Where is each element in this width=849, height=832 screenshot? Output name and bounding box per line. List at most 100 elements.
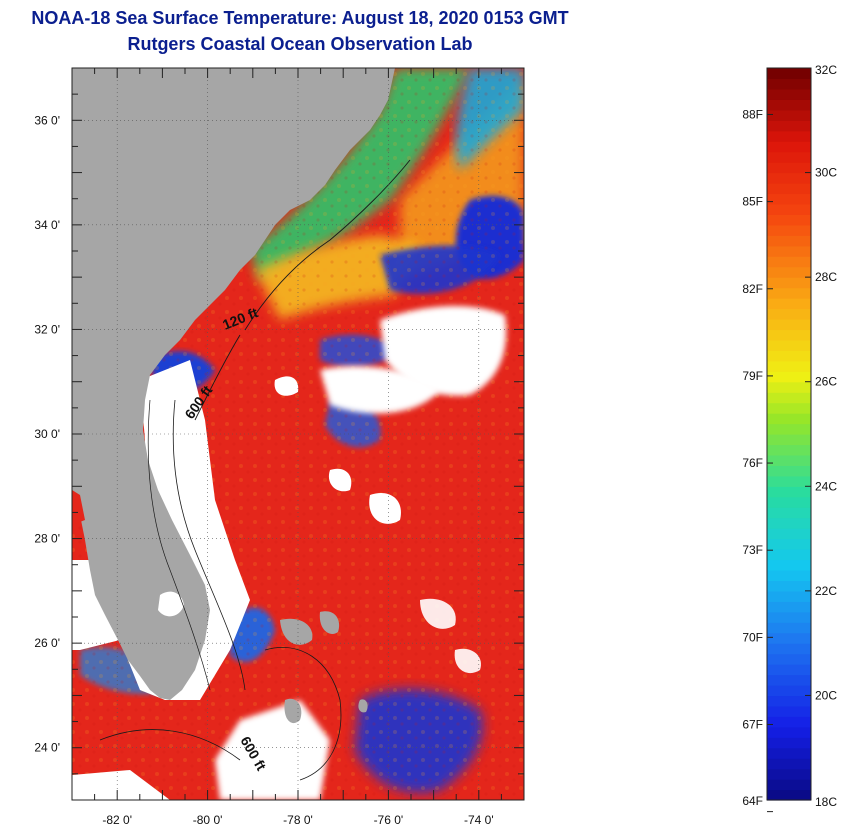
colorbar-band xyxy=(767,151,811,163)
map-title: NOAA-18 Sea Surface Temperature: August … xyxy=(31,8,569,28)
lon-tick-label: -80 0' xyxy=(193,813,223,827)
colorbar-band xyxy=(767,371,811,383)
colorbar-band xyxy=(767,632,811,644)
colorbar-band xyxy=(767,653,811,665)
colorbar-fahrenheit-label: 76F xyxy=(742,456,763,470)
colorbar-fahrenheit-label: 67F xyxy=(742,717,763,731)
colorbar-band xyxy=(767,298,811,310)
colorbar-fahrenheit-label: 64F xyxy=(742,794,763,808)
lon-tick-label: -76 0' xyxy=(374,813,404,827)
gulf-water xyxy=(72,490,85,525)
colorbar-band xyxy=(767,465,811,477)
colorbar-celsius-label: 22C xyxy=(815,584,837,598)
colorbar-band xyxy=(767,538,811,550)
colorbar-band xyxy=(767,684,811,697)
colorbar-band xyxy=(767,590,811,602)
colorbar-band xyxy=(767,444,811,456)
colorbar-band xyxy=(767,716,811,728)
colorbar-band xyxy=(767,68,811,80)
colorbar-band xyxy=(767,360,811,372)
map-area xyxy=(72,68,524,800)
lon-tick-label: -82 0' xyxy=(102,813,132,827)
cloud-patch xyxy=(454,648,481,674)
contour-line xyxy=(99,729,241,761)
colorbar-band xyxy=(767,245,811,257)
land-bahamas xyxy=(319,611,340,634)
colorbar-celsius-label: 20C xyxy=(815,688,837,702)
colorbar-celsius-label: 26C xyxy=(815,375,837,389)
longitude-labels: -82 0' -80 0' -78 0' -76 0' -74 0' xyxy=(102,813,493,827)
colorbar-band xyxy=(767,308,811,320)
colorbar-band xyxy=(767,517,811,529)
lat-tick-label: 36 0' xyxy=(34,113,60,127)
cloud-patch xyxy=(328,468,352,492)
colorbar-band xyxy=(767,611,811,623)
colorbar-band xyxy=(767,580,811,592)
colorbar-band xyxy=(767,559,811,571)
colorbar-band xyxy=(767,214,811,226)
colorbar-band xyxy=(767,235,811,247)
contour-line xyxy=(147,399,211,691)
colorbar-band xyxy=(767,569,811,581)
lat-tick-label: 34 0' xyxy=(34,218,60,232)
colorbar-band xyxy=(767,350,811,362)
lon-tick-label: -74 0' xyxy=(464,813,494,827)
cloud-patch xyxy=(369,492,401,524)
colorbar-band xyxy=(767,789,811,801)
colorbar-band xyxy=(767,779,811,791)
colorbar-band xyxy=(767,768,811,780)
colorbar-band xyxy=(767,183,811,195)
colorbar-band xyxy=(767,549,811,561)
colorbar-band xyxy=(767,601,811,613)
colorbar-band xyxy=(767,434,811,446)
cloud-patch xyxy=(320,366,440,414)
colorbar-band xyxy=(767,486,811,498)
colorbar-band xyxy=(767,287,811,299)
colorbar-band xyxy=(767,99,811,111)
lat-tick-label: 24 0' xyxy=(34,741,60,755)
cloud-patch xyxy=(380,305,507,396)
colorbar-band xyxy=(767,277,811,289)
colorbar-band xyxy=(767,318,811,331)
colorbar-band xyxy=(767,130,811,142)
lat-tick-label: 32 0' xyxy=(34,322,60,336)
colorbar-band xyxy=(767,162,811,174)
colorbar-band xyxy=(767,758,811,770)
colorbar-fahrenheit-label: 79F xyxy=(742,369,763,383)
colorbar-frame xyxy=(766,67,812,801)
colorbar-celsius-label: 24C xyxy=(815,479,837,493)
colorbar-band xyxy=(767,528,811,540)
colorbar-band xyxy=(767,329,811,341)
colorbar-band xyxy=(767,88,811,100)
colorbar-band xyxy=(767,193,811,205)
colorbar-band xyxy=(767,381,811,393)
map-subtitle: Rutgers Coastal Ocean Observation Lab xyxy=(127,34,473,54)
colorbar-fahrenheit-label: 70F xyxy=(742,630,763,644)
cloud-patch xyxy=(420,598,456,629)
colorbar-band xyxy=(767,674,811,686)
colorbar-fahrenheit-label: 73F xyxy=(742,543,763,557)
colorbar-band xyxy=(767,507,811,519)
colorbar: 32C 30C 28C 26C 24C 22C 20C 18C 88F 85F 82F 79F 76F… xyxy=(742,63,837,813)
colorbar-band xyxy=(767,392,811,404)
colorbar-band xyxy=(767,339,811,351)
lat-tick-label: 30 0' xyxy=(34,427,60,441)
contour-line xyxy=(244,159,411,331)
colorbar-celsius-label: 18C xyxy=(815,795,837,809)
colorbar-band xyxy=(767,622,811,634)
colorbar-band xyxy=(767,454,811,466)
colorbar-celsius-label: 32C xyxy=(815,63,837,77)
colorbar-band xyxy=(767,496,811,508)
colorbar-band xyxy=(767,737,811,749)
lon-tick-label: -78 0' xyxy=(283,813,313,827)
colorbar-band xyxy=(767,203,811,215)
land-bahamas xyxy=(280,618,313,645)
lake-okeechobee xyxy=(158,591,184,617)
colorbar-band xyxy=(767,705,811,717)
axis-ticks xyxy=(71,67,525,801)
colorbar-band xyxy=(767,402,811,414)
colorbar-band xyxy=(767,695,811,707)
latitude-labels: 36 0' 34 0' 32 0' 30 0' 28 0' 26 0' 24 0' xyxy=(34,113,60,754)
colorbar-celsius-label: 30C xyxy=(815,166,837,180)
colorbar-fahrenheit-label: 82F xyxy=(742,282,763,296)
